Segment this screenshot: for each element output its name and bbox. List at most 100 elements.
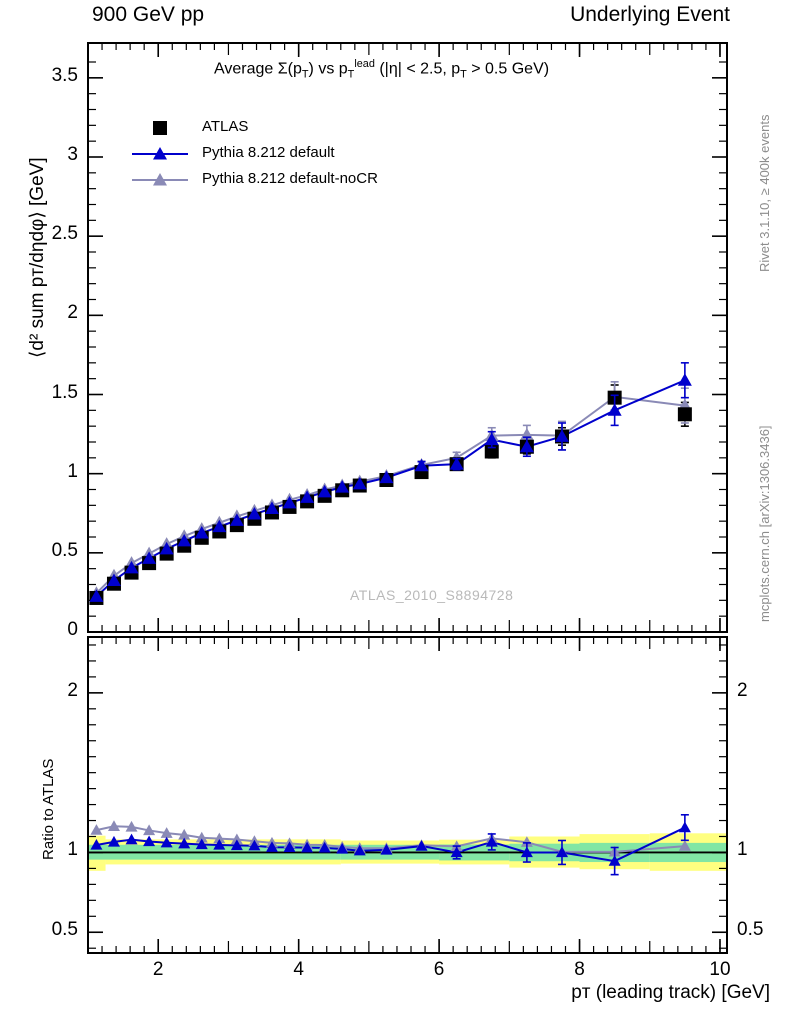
y-tick-label-main: 0 bbox=[67, 619, 78, 640]
main-marker-default bbox=[677, 373, 692, 386]
main-marker-default bbox=[379, 470, 394, 484]
main-series-line bbox=[95, 379, 686, 598]
y-tick-label-main: 3 bbox=[67, 144, 78, 165]
main-marker-default bbox=[300, 490, 315, 503]
main-marker-default bbox=[212, 519, 227, 533]
ratio-marker-nocr bbox=[107, 820, 120, 831]
x-tick-label: 10 bbox=[709, 959, 731, 980]
ratio-marker-nocr bbox=[230, 833, 243, 845]
x-tick-label: 6 bbox=[433, 959, 445, 980]
main-marker-default bbox=[607, 403, 622, 416]
subtitle-sub1: T bbox=[301, 68, 309, 81]
subtitle-sub3: T bbox=[460, 68, 467, 81]
ratio-marker-nocr bbox=[90, 824, 103, 835]
ratio-marker-default bbox=[318, 841, 331, 853]
ratio-marker-default bbox=[90, 838, 103, 850]
subtitle-lead: Average bbox=[214, 60, 274, 78]
ratio-marker-default bbox=[678, 821, 691, 833]
main-marker-default bbox=[229, 513, 244, 526]
legend-marker bbox=[153, 121, 167, 135]
main-marker-default bbox=[264, 501, 279, 514]
ratio-marker-nocr bbox=[178, 828, 191, 840]
main-marker-default bbox=[519, 439, 534, 453]
ratio-marker-nocr bbox=[213, 832, 226, 844]
ratio-marker-default bbox=[213, 838, 226, 850]
ratio-marker-default bbox=[195, 838, 208, 850]
subtitle-sup: lead bbox=[354, 58, 375, 70]
y-tick-label-ratio: 2 bbox=[67, 679, 78, 701]
y-tick-label-ratio: 0.5 bbox=[51, 919, 78, 941]
x-tick-label: 2 bbox=[152, 959, 164, 980]
header-right: Underlying Event bbox=[570, 3, 730, 26]
y-tick-label-ratio: 1 bbox=[737, 839, 748, 861]
ratio-marker-default bbox=[353, 844, 366, 856]
ratio-marker-default bbox=[520, 846, 533, 858]
ratio-marker-default bbox=[555, 846, 568, 858]
subtitle-mid: ) vs p bbox=[308, 60, 348, 78]
ratio-marker-nocr bbox=[160, 827, 173, 838]
y-tick-label-ratio: 0.5 bbox=[737, 919, 764, 941]
x-axis-label: pᴛ (leading track) [GeV] bbox=[571, 982, 770, 1003]
main-marker-default bbox=[194, 526, 209, 539]
main-marker-default bbox=[177, 533, 192, 547]
y-tick-label-main: 1.5 bbox=[51, 381, 78, 403]
main-series-line bbox=[95, 395, 685, 594]
ratio-marker-default bbox=[283, 841, 296, 853]
ratio-marker-nocr bbox=[143, 824, 156, 836]
ratio-panel-frame bbox=[87, 636, 728, 954]
y-tick-label-main: 1 bbox=[67, 460, 78, 482]
ratio-marker-default bbox=[265, 841, 278, 852]
ratio-marker-default bbox=[107, 835, 120, 847]
main-marker-default bbox=[282, 495, 297, 509]
ratio-marker-default bbox=[485, 835, 498, 847]
main-marker-default bbox=[247, 507, 262, 520]
subtitle-sub2: T bbox=[347, 68, 355, 81]
main-marker-atlas bbox=[677, 407, 692, 422]
y-tick-label-ratio: 2 bbox=[737, 679, 748, 701]
ratio-marker-nocr bbox=[125, 820, 138, 832]
ratio-marker-default bbox=[125, 833, 138, 845]
y-tick-label-main: 0.5 bbox=[51, 539, 78, 561]
main-marker-default bbox=[142, 551, 157, 564]
header-left: 900 GeV pp bbox=[92, 3, 205, 26]
legend-label: ATLAS bbox=[202, 118, 249, 135]
ratio-marker-nocr bbox=[195, 831, 208, 843]
main-marker-default bbox=[352, 476, 367, 490]
ratio-marker-nocr bbox=[678, 840, 691, 851]
ratio-marker-default bbox=[415, 840, 428, 851]
plot-subtitle: Average Σ(pT) vs pTlead (|η| < 2.5, pT >… bbox=[214, 58, 549, 81]
main-marker-default bbox=[159, 541, 174, 555]
ratio-marker-default bbox=[380, 843, 393, 855]
ratio-marker-default bbox=[230, 839, 243, 851]
ratio-marker-nocr bbox=[520, 836, 533, 847]
main-marker-default bbox=[89, 589, 104, 602]
analysis-watermark: ATLAS_2010_S8894728 bbox=[350, 587, 514, 603]
x-tick-label: 8 bbox=[574, 959, 585, 980]
ratio-marker-default bbox=[160, 836, 173, 848]
main-marker-default bbox=[484, 432, 499, 446]
legend-marker bbox=[153, 147, 167, 160]
ratio-marker-default bbox=[608, 855, 621, 866]
main-marker-default bbox=[317, 484, 332, 498]
legend-label: Pythia 8.212 default-noCR bbox=[202, 170, 378, 187]
main-marker-default bbox=[449, 457, 464, 470]
ratio-marker-default bbox=[450, 846, 463, 858]
ratio-marker-default bbox=[143, 835, 156, 847]
ratio-marker-default bbox=[336, 842, 349, 854]
y-tick-label-main: 2.5 bbox=[51, 223, 78, 245]
main-marker-default bbox=[414, 458, 429, 472]
legend-label: Pythia 8.212 default bbox=[202, 144, 335, 161]
main-marker-default bbox=[106, 573, 121, 587]
main-panel-frame bbox=[87, 42, 728, 633]
ratio-marker-default bbox=[178, 837, 191, 849]
y-tick-label-ratio: 1 bbox=[67, 839, 78, 861]
ratio-marker-default bbox=[248, 839, 261, 851]
x-tick-label: 4 bbox=[293, 959, 304, 980]
y-tick-label-main: 2 bbox=[67, 302, 78, 324]
subtitle-tail: (|η| < 2.5, p bbox=[374, 60, 461, 78]
main-marker-default bbox=[335, 480, 350, 493]
y-tick-label-main: 3.5 bbox=[51, 64, 78, 86]
main-marker-default bbox=[124, 560, 139, 574]
